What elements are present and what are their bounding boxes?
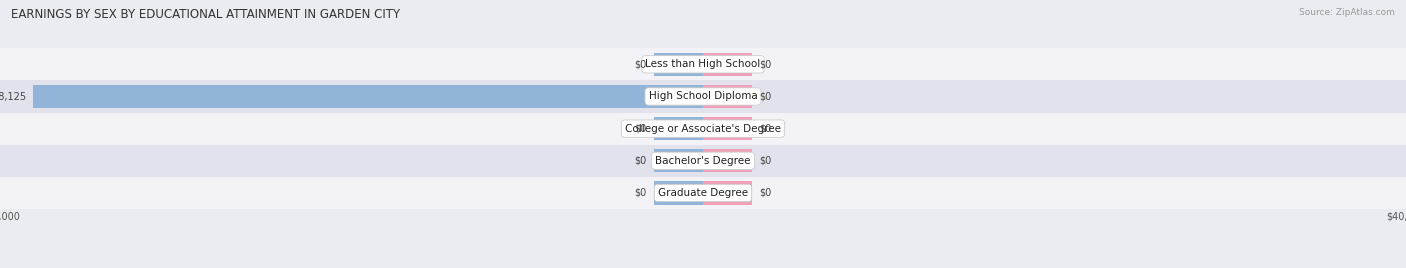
Bar	[703, 117, 752, 140]
Bar	[703, 181, 752, 204]
Text: $0: $0	[759, 156, 772, 166]
Bar	[0, 48, 1406, 80]
Bar	[0, 80, 1406, 113]
Bar	[703, 149, 752, 172]
Bar	[703, 85, 752, 108]
Text: $0: $0	[634, 188, 647, 198]
Text: $0: $0	[759, 91, 772, 102]
Text: $38,125: $38,125	[0, 91, 25, 102]
Text: Graduate Degree: Graduate Degree	[658, 188, 748, 198]
Text: EARNINGS BY SEX BY EDUCATIONAL ATTAINMENT IN GARDEN CITY: EARNINGS BY SEX BY EDUCATIONAL ATTAINMEN…	[11, 8, 401, 21]
Bar	[703, 53, 752, 76]
Bar	[0, 177, 1406, 209]
Text: High School Diploma: High School Diploma	[648, 91, 758, 102]
Text: $0: $0	[759, 188, 772, 198]
Bar	[654, 117, 703, 140]
Text: Bachelor's Degree: Bachelor's Degree	[655, 156, 751, 166]
Text: Source: ZipAtlas.com: Source: ZipAtlas.com	[1299, 8, 1395, 17]
Text: $0: $0	[759, 59, 772, 69]
Text: Less than High School: Less than High School	[645, 59, 761, 69]
Bar	[654, 181, 703, 204]
Bar	[0, 113, 1406, 145]
Text: $0: $0	[634, 59, 647, 69]
Text: College or Associate's Degree: College or Associate's Degree	[626, 124, 780, 134]
Bar	[32, 85, 703, 108]
Bar	[654, 149, 703, 172]
Text: $0: $0	[759, 124, 772, 134]
Bar	[654, 53, 703, 76]
Text: $0: $0	[634, 124, 647, 134]
Bar	[0, 145, 1406, 177]
Text: $0: $0	[634, 156, 647, 166]
